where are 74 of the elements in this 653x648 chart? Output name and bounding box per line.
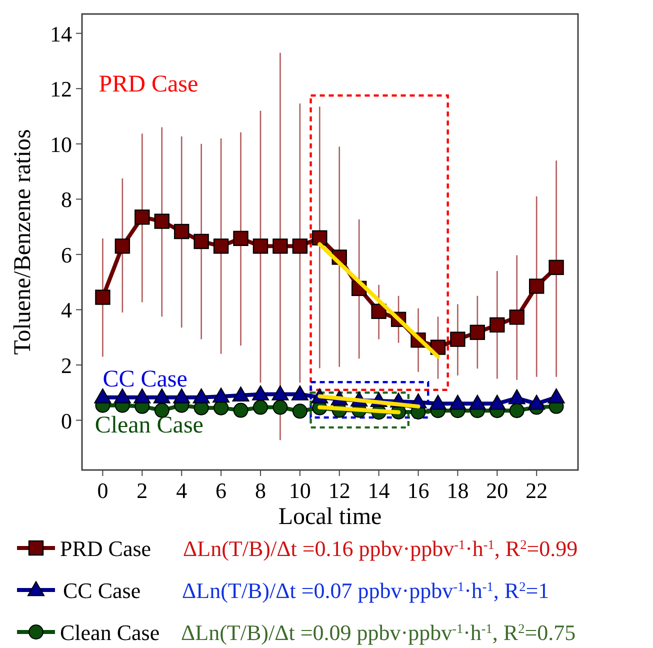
point <box>212 388 230 403</box>
legend-label: Clean Case <box>60 620 160 645</box>
point <box>233 230 248 246</box>
point <box>252 238 268 254</box>
point <box>508 389 526 404</box>
point <box>272 400 288 415</box>
point <box>488 394 506 410</box>
x-tick-label: 20 <box>486 478 508 503</box>
point <box>449 394 466 410</box>
x-tick-label: 18 <box>446 478 469 503</box>
text: ΔLn(T/B)/Δt =0.09 ppbv·ppbv$^{-1}$·h$^{-1}$, R$^{2}$=0.75 <box>181 620 576 645</box>
text: ΔLn(T/B)/Δt =0.16 ppbv·ppbv$^{-1}$·h$^{-1}$, R$^{2}$=0.99 <box>183 536 578 561</box>
text: PRD Case <box>98 71 198 98</box>
point <box>292 238 308 254</box>
point <box>509 310 524 325</box>
x-axis-title: Local time <box>278 504 382 530</box>
point <box>272 385 289 400</box>
point <box>192 388 210 404</box>
point <box>134 210 150 225</box>
point <box>114 388 131 404</box>
point <box>272 238 288 254</box>
point <box>95 290 110 305</box>
point <box>154 402 170 418</box>
point <box>371 304 386 319</box>
point <box>232 386 250 402</box>
point <box>548 388 565 404</box>
point <box>291 385 308 400</box>
y-tick-label: 8 <box>61 187 72 212</box>
y-tick-label: 6 <box>61 242 72 268</box>
y-tick-label: 0 <box>61 408 72 434</box>
y-tick-label: 12 <box>50 76 72 102</box>
x-tick-label: 10 <box>288 478 311 503</box>
x-tick-label: 16 <box>407 478 430 503</box>
y-tick-label: 2 <box>61 352 72 378</box>
point <box>114 238 130 254</box>
legend-label: CC Case <box>63 578 141 603</box>
point <box>252 400 268 415</box>
x-tick-label: 14 <box>368 478 390 503</box>
point <box>233 402 248 418</box>
point <box>450 332 466 347</box>
point <box>173 388 190 404</box>
point <box>528 394 546 410</box>
y-tick-label: 14 <box>50 21 72 46</box>
point <box>548 260 564 276</box>
point <box>154 214 170 229</box>
legend-label: PRD Case <box>60 536 152 561</box>
point <box>94 388 112 404</box>
x-tick-label: 8 <box>254 478 266 503</box>
point <box>174 224 190 240</box>
point <box>429 394 447 410</box>
point <box>292 404 308 419</box>
point <box>252 385 270 400</box>
point <box>213 238 229 254</box>
point <box>134 388 151 404</box>
point <box>528 278 544 294</box>
x-tick-label: 12 <box>328 478 350 503</box>
y-tick-label: 10 <box>50 132 72 157</box>
point <box>509 403 524 418</box>
text: ΔLn(T/B)/Δt =0.07 ppbv·ppbv$^{-1}$·h$^{-1}$, R$^{2}$=1 <box>182 578 550 603</box>
x-tick-label: 6 <box>216 478 227 503</box>
point <box>468 394 486 410</box>
x-tick-label: 0 <box>97 478 108 503</box>
point <box>194 234 209 250</box>
x-tick-label: 4 <box>176 478 188 503</box>
point <box>470 324 486 340</box>
text: Clean Case <box>94 412 204 439</box>
point <box>153 388 170 404</box>
x-tick-label: 2 <box>136 478 148 503</box>
point <box>312 230 328 246</box>
point <box>490 317 505 333</box>
x-tick-label: 22 <box>526 478 548 503</box>
text: CC Case <box>102 366 188 393</box>
y-axis-title: Toluene/Benzene ratios <box>10 129 36 355</box>
y-tick-label: 4 <box>61 298 72 323</box>
